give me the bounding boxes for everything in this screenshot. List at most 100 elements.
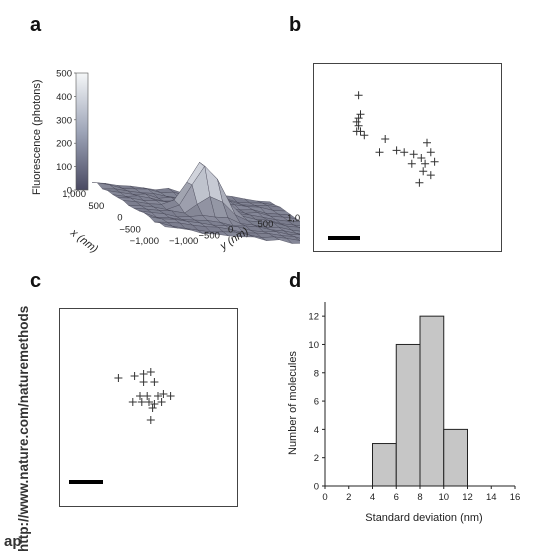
colorbar-tick-label: 400: [56, 92, 72, 103]
surface-cell: [286, 238, 300, 244]
y-tick-label: −1,000: [169, 236, 198, 247]
scatter-point: [381, 135, 390, 143]
surface-cell: [296, 233, 300, 235]
surface-cell: [293, 224, 300, 228]
y-tick-label-d: 0: [314, 482, 319, 493]
scatter-point: [354, 121, 363, 130]
surface-cell: [298, 227, 300, 229]
x-tick-label: 0: [117, 213, 122, 224]
scatter-point: [143, 392, 152, 400]
surface-cell: [291, 229, 300, 235]
x-tick-label-d: 16: [510, 492, 521, 503]
x-tick-label: 1,000: [62, 189, 86, 200]
scatter-point: [146, 416, 155, 424]
panel-label-d: d: [289, 270, 302, 292]
panel-label-b: b: [289, 14, 302, 36]
histogram-chart: 0 2 4 6 8 10 12 0 2 4 6 8 10 12 14 16 Number of molecul…: [287, 302, 521, 524]
y-tick-label: −500: [199, 230, 220, 241]
scatter-point: [430, 157, 439, 166]
scatter-point: [417, 154, 426, 162]
scatter-point: [150, 378, 159, 386]
colorbar-tick-label: 200: [56, 139, 72, 150]
scatter-plot-c: [59, 308, 238, 507]
scatter-point: [356, 110, 365, 119]
colorbar-ticks: 0 100 200 300 400 500: [56, 69, 76, 197]
scatter-point: [407, 159, 416, 168]
x-tick-label-d: 6: [394, 492, 399, 503]
scatter-point: [423, 138, 431, 147]
x-tick-label-d: 10: [438, 492, 449, 503]
colorbar-tick-label: 500: [56, 69, 72, 80]
y-tick-label: 0: [228, 225, 233, 236]
scale-bar-c: [69, 480, 103, 484]
x-tick-label-d: 14: [486, 492, 497, 503]
scatter-point: [360, 131, 369, 140]
scatter-point: [392, 146, 401, 155]
y-tick-label-d: 10: [308, 340, 319, 351]
x-tick-label-d: 2: [346, 492, 351, 503]
scatter-point: [415, 178, 424, 187]
scatter-point: [419, 167, 428, 176]
panel-label-a: a: [30, 14, 42, 36]
colorbar: [75, 72, 89, 191]
scatter-point: [421, 159, 430, 168]
y-tick-label: 1,000: [287, 213, 300, 224]
x-tick-label-d: 12: [462, 492, 473, 503]
histogram-bar: [419, 315, 445, 487]
scatter-point: [150, 400, 159, 408]
scatter-point: [426, 148, 435, 157]
surface-mesh: [91, 161, 300, 244]
scatter-point: [146, 368, 155, 376]
scatter-point: [139, 370, 148, 378]
side-fragment: ap: [4, 533, 22, 550]
surface-cell: [282, 216, 300, 222]
y-axis-label-d: Number of molecules: [287, 351, 299, 455]
scatter-point: [352, 117, 361, 126]
scatter-point: [157, 398, 166, 406]
plot-frame-c: [59, 308, 238, 507]
surface-cell: [283, 230, 300, 235]
scatter-point: [409, 150, 418, 159]
scatter-plot-b: [313, 63, 502, 252]
histogram-bar: [395, 343, 421, 487]
scatter-point: [154, 392, 162, 400]
scatter-point: [137, 398, 146, 406]
scatter-point: [128, 398, 137, 406]
y-tick-label: 500: [258, 219, 274, 230]
panel-label-c: c: [30, 270, 42, 292]
y-axis-ticks: −1,000−500 0 500 1,000: [169, 213, 300, 247]
x-tick-label: 500: [88, 201, 104, 212]
y-tick-label-d: 12: [308, 312, 319, 323]
plot-frame-b: [313, 63, 502, 252]
colorbar-tick-label: 0: [67, 186, 72, 197]
x-axis-label: x (nm): [67, 226, 100, 255]
scatter-point: [356, 127, 365, 136]
x-tick-label: −500: [119, 224, 140, 235]
y-tick-label-d: 8: [314, 368, 319, 379]
scale-bar-b: [328, 236, 360, 240]
surface-cell: [294, 236, 300, 241]
y-tick-label-d: 6: [314, 397, 319, 408]
colorbar-tick-label: 300: [56, 115, 72, 126]
scatter-point: [136, 392, 144, 400]
scatter-point: [426, 171, 435, 180]
scatter-point: [375, 148, 384, 157]
x-axis-label-d: Standard deviation (nm): [365, 512, 482, 524]
scatter-point: [145, 398, 153, 406]
scatter-point: [114, 374, 123, 382]
scatter-point: [139, 378, 148, 386]
y-tick-label-d: 2: [314, 453, 319, 464]
scatter-point: [400, 148, 409, 157]
y-tick-label-d: 4: [314, 425, 319, 436]
scatter-point: [354, 114, 363, 123]
scatter-point: [148, 404, 157, 412]
x-tick-label-d: 4: [370, 492, 375, 503]
surface-cell: [288, 221, 300, 226]
x-tick-label-d: 8: [417, 492, 422, 503]
surface-cell: [285, 225, 300, 232]
scatter-point: [166, 392, 175, 400]
journal-url: http://www.nature.com/naturemethods: [16, 305, 31, 552]
scatter-point: [159, 390, 168, 398]
